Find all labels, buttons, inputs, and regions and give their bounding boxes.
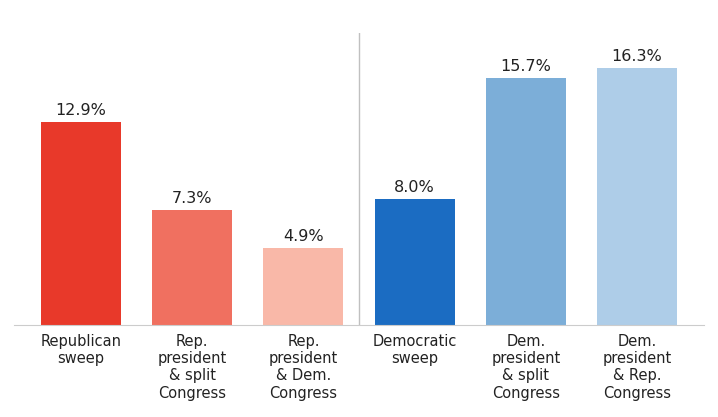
Bar [152, 210, 232, 325]
Text: 12.9%: 12.9% [55, 103, 106, 118]
Bar [375, 199, 454, 325]
Text: 16.3%: 16.3% [612, 49, 662, 64]
Text: 8.0%: 8.0% [394, 180, 435, 195]
Bar [264, 248, 343, 325]
Bar [486, 78, 566, 325]
Text: 15.7%: 15.7% [500, 59, 551, 73]
Bar [597, 68, 677, 325]
Bar [41, 122, 121, 325]
Text: 7.3%: 7.3% [172, 191, 213, 206]
Text: 4.9%: 4.9% [283, 229, 324, 244]
